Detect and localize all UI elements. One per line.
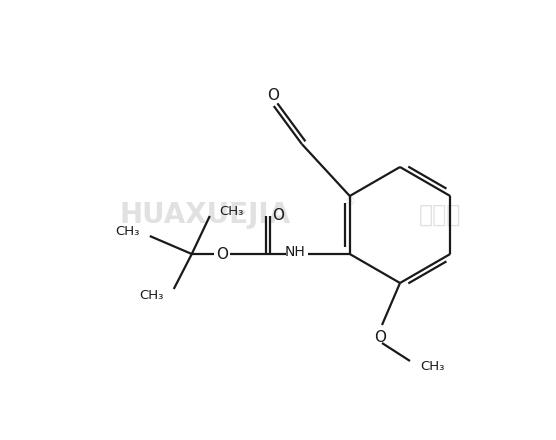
Text: O: O <box>267 88 279 103</box>
Text: CH₃: CH₃ <box>220 205 244 217</box>
Text: O: O <box>216 246 228 261</box>
Text: ®: ® <box>345 197 355 207</box>
Text: CH₃: CH₃ <box>420 359 444 373</box>
Text: O: O <box>272 208 284 223</box>
Text: 化学加: 化学加 <box>419 203 461 227</box>
Text: CH₃: CH₃ <box>140 289 164 301</box>
Text: CH₃: CH₃ <box>116 224 140 238</box>
Text: NH: NH <box>285 245 305 259</box>
Text: HUAXUEJIA: HUAXUEJIA <box>120 201 291 229</box>
Text: O: O <box>374 330 386 345</box>
